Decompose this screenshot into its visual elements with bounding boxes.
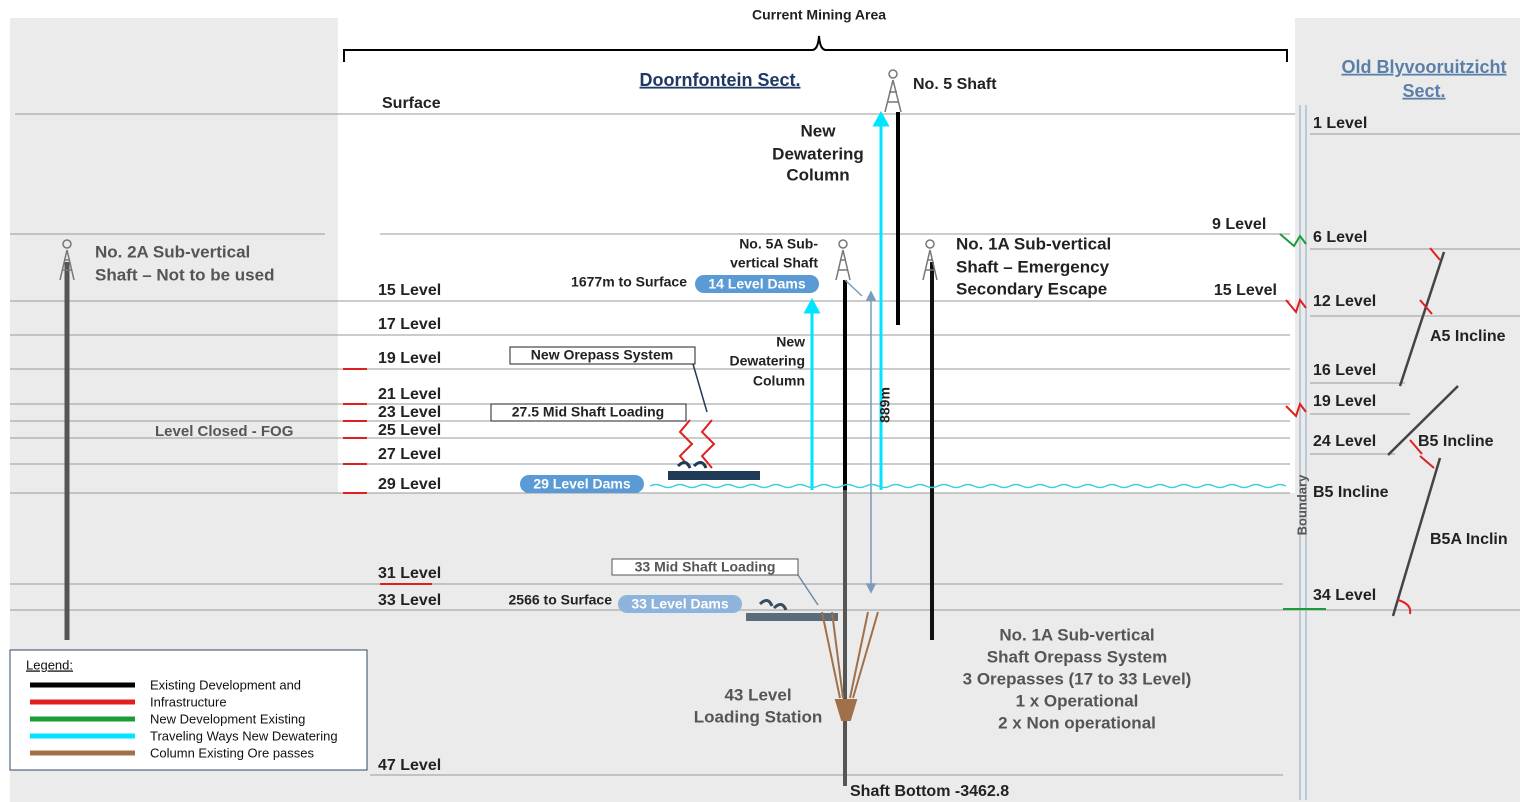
- fog-label: Level Closed - FOG: [155, 423, 293, 440]
- shaft-label: No. 5A Sub-: [739, 236, 818, 252]
- note-line: Loading Station: [694, 707, 822, 726]
- level-label: 31 Level: [378, 565, 441, 582]
- section: Doornfontein Sect.: [640, 70, 801, 90]
- red-marks: [343, 247, 1441, 615]
- water: [649, 483, 1287, 489]
- incline-label: B5A Inclin: [1430, 531, 1508, 548]
- level-label: 25 Level: [378, 422, 441, 439]
- distance: 2566 to Surface: [509, 592, 613, 608]
- green-marks: [1279, 233, 1326, 610]
- incline-label: B5 Incline: [1418, 433, 1494, 450]
- headframes: [59, 69, 938, 281]
- right-levels: 1 Level 6 Level 12 Level 16 Level 19 Level 24…: [1313, 115, 1389, 604]
- legend: Legend: Existing Development and Infrast…: [9, 649, 368, 771]
- title: Current Mining Area: [752, 7, 886, 23]
- dewatering-label: Column: [753, 373, 805, 389]
- distance: 1677m to Surface: [571, 274, 687, 290]
- level-label: 23 Level: [378, 404, 441, 421]
- boundary-label: Boundary: [1294, 474, 1309, 535]
- level-label: 1 Level: [1313, 115, 1367, 132]
- dewatering-label: Dewatering: [772, 144, 864, 163]
- legend-item: Traveling Ways New Dewatering: [150, 728, 338, 743]
- shaft-label: No. 2A Sub-vertical: [95, 242, 250, 261]
- incline-label: A5 Incline: [1430, 328, 1506, 345]
- legend-item: Column Existing Ore passes: [150, 745, 315, 760]
- shaft-label: vertical Shaft: [730, 255, 818, 271]
- legend-item: Infrastructure: [150, 694, 227, 709]
- level-label: 15 Level: [378, 282, 441, 299]
- shaft-label: Shaft Bottom -3462.8: [850, 783, 1009, 800]
- note-line: 1 x Operational: [1016, 691, 1139, 710]
- level-label: 34 Level: [1313, 587, 1376, 604]
- shaft-label: Secondary Escape: [956, 279, 1107, 298]
- level-label: 24 Level: [1313, 433, 1376, 450]
- shafts: [64, 112, 934, 786]
- legend-title: Legend:: [26, 657, 73, 672]
- pills: [520, 275, 819, 613]
- shaft-label: No. 1A Sub-vertical: [956, 234, 1111, 253]
- legend-item: New Development Existing: [150, 711, 305, 726]
- level-label: 12 Level: [1313, 293, 1376, 310]
- level-lines: [10, 113, 1520, 776]
- note-line: 3 Orepasses (17 to 33 Level): [963, 669, 1192, 688]
- boxes: [490, 346, 799, 576]
- dewatering: [803, 110, 890, 490]
- level-label: 15 Level: [1214, 282, 1277, 299]
- legend-item: Existing Development and: [150, 677, 301, 692]
- level-label: 19 Level: [1313, 393, 1376, 410]
- level-label: 16 Level: [1313, 362, 1376, 379]
- note-line: 2 x Non operational: [998, 713, 1156, 732]
- dewatering-label: Column: [786, 165, 849, 184]
- inclines: [1387, 251, 1459, 617]
- level-label: 47 Level: [378, 757, 441, 774]
- labels: Current Mining Area Doornfontein Sect. O…: [95, 7, 1508, 801]
- level-label: 17 Level: [378, 316, 441, 333]
- loading-station: 43 Level Loading Station: [694, 685, 822, 726]
- box-label: 27.5 Mid Shaft Loading: [512, 404, 664, 420]
- boundary-lines: [1299, 105, 1307, 800]
- box-label: New Orepass System: [531, 347, 673, 363]
- note-line: No. 1A Sub-vertical: [999, 625, 1154, 644]
- note-line: Shaft Orepass System: [987, 647, 1167, 666]
- dewatering-label: Dewatering: [730, 353, 805, 369]
- orepasses: [821, 611, 879, 721]
- dam-label: 14 Level Dams: [708, 276, 805, 292]
- distance-arrow: [865, 290, 877, 594]
- note-line: 43 Level: [724, 685, 791, 704]
- shaft-label: Shaft – Emergency: [956, 257, 1110, 276]
- orepass-note: No. 1A Sub-vertical Shaft Orepass System 3…: [963, 625, 1192, 732]
- dam-label: 29 Level Dams: [533, 476, 630, 492]
- shaft-label: Shaft – Not to be used: [95, 265, 274, 284]
- shaft-label: No. 5 Shaft: [913, 76, 997, 93]
- level-label: 27 Level: [378, 446, 441, 463]
- dewatering-label: New: [776, 334, 805, 350]
- level-label: 6 Level: [1313, 229, 1367, 246]
- section: Sect.: [1402, 81, 1445, 101]
- loading-bars: [668, 363, 838, 621]
- bracket: [343, 35, 1288, 62]
- section: Old Blyvooruitzicht: [1341, 57, 1506, 77]
- dam-label: 33 Level Dams: [631, 596, 728, 612]
- distance: 889m: [877, 387, 893, 423]
- level-label: 9 Level: [1212, 216, 1266, 233]
- level-label: 33 Level: [378, 592, 441, 609]
- box-label: 33 Mid Shaft Loading: [635, 559, 776, 575]
- level-label: 19 Level: [378, 350, 441, 367]
- level-label: B5 Incline: [1313, 484, 1389, 501]
- level-label: Surface: [382, 95, 441, 112]
- level-label: 29 Level: [378, 476, 441, 493]
- level-label: 21 Level: [378, 386, 441, 403]
- dewatering-label: New: [801, 121, 837, 140]
